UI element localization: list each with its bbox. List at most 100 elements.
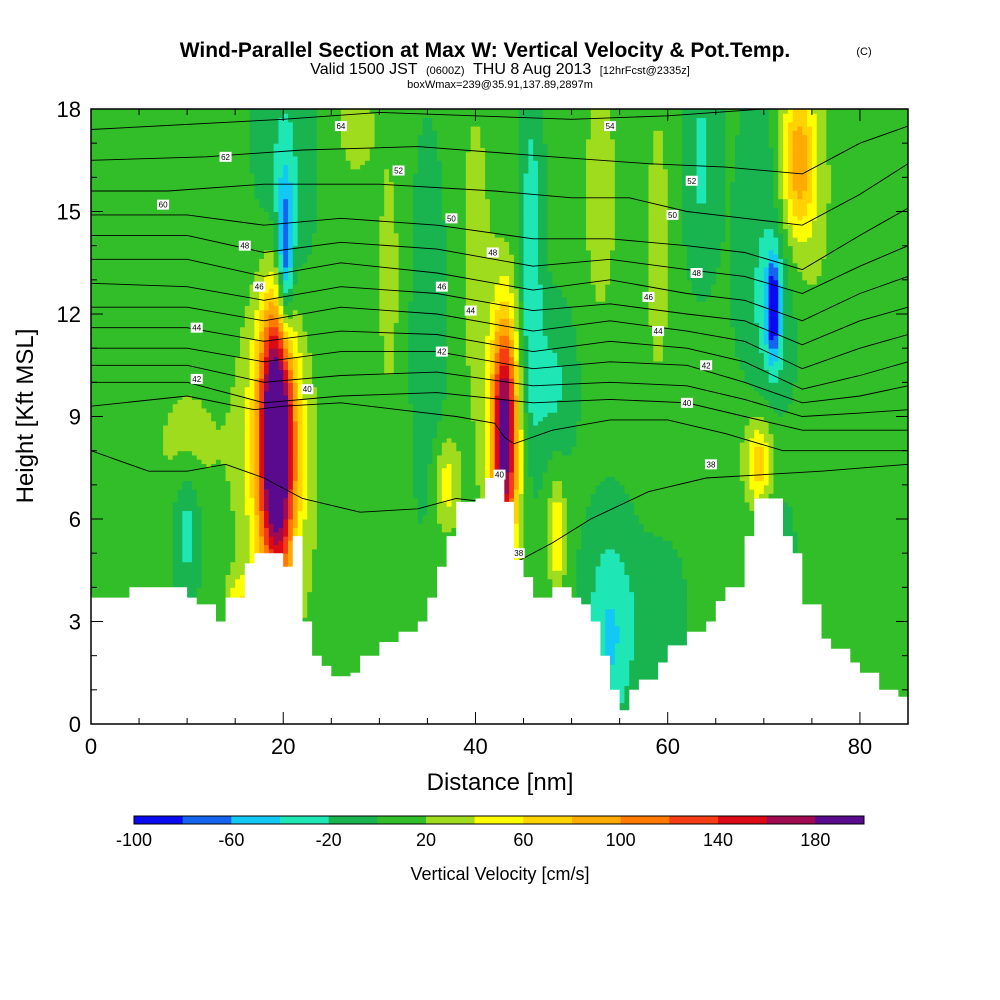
w-cell	[898, 681, 904, 687]
w-cell	[658, 655, 664, 661]
w-cell	[629, 625, 635, 631]
w-cell	[360, 617, 366, 622]
w-cell	[648, 642, 654, 648]
w-cell	[312, 642, 318, 648]
w-cell	[831, 612, 837, 618]
w-cell	[619, 625, 625, 631]
w-cell	[855, 651, 861, 657]
w-cell	[629, 638, 635, 644]
w-cell	[364, 600, 371, 605]
w-cell	[619, 706, 625, 712]
w-cell	[610, 668, 616, 674]
w-cell	[874, 634, 880, 640]
w-cell	[821, 621, 827, 627]
w-cell	[220, 617, 227, 622]
w-cell	[883, 659, 890, 665]
w-cell	[831, 625, 837, 631]
w-cell	[672, 625, 678, 631]
w-cell	[619, 651, 625, 657]
w-cell	[634, 659, 640, 665]
w-cell	[610, 621, 616, 627]
w-cell	[610, 677, 616, 682]
w-cell	[384, 634, 390, 640]
w-cell	[340, 630, 347, 635]
w-cell	[888, 655, 895, 661]
w-cell	[336, 608, 342, 614]
w-cell	[321, 617, 327, 622]
w-cell	[682, 621, 688, 627]
w-cell	[835, 621, 842, 627]
w-cell	[388, 625, 395, 631]
w-cell	[643, 625, 649, 631]
w-cell	[364, 634, 371, 640]
w-cell	[388, 600, 395, 605]
w-cell	[600, 625, 606, 631]
w-cell	[307, 608, 313, 614]
w-cell	[350, 604, 356, 610]
w-cell	[672, 630, 678, 635]
w-cell	[845, 612, 851, 618]
w-cell	[835, 600, 842, 605]
w-cell	[831, 617, 837, 622]
w-cell	[336, 668, 342, 674]
w-cell	[879, 681, 885, 687]
w-cell	[374, 630, 380, 635]
w-cell	[903, 617, 908, 622]
w-cell	[211, 600, 217, 605]
w-cell	[619, 694, 625, 699]
w-cell	[302, 612, 308, 618]
w-cell	[648, 677, 654, 682]
w-cell	[629, 642, 635, 648]
w-cell	[634, 655, 640, 661]
w-cell	[653, 659, 659, 665]
w-cell	[850, 638, 856, 644]
w-cell	[331, 664, 337, 669]
w-cell	[417, 617, 424, 622]
w-cell	[398, 612, 404, 618]
w-cell	[888, 647, 895, 652]
w-cell	[403, 625, 409, 631]
w-cell	[326, 625, 332, 631]
w-cell	[331, 659, 337, 665]
valid-date: THU 8 Aug 2013	[473, 61, 591, 78]
w-cell	[686, 621, 693, 627]
w-cell	[903, 647, 908, 652]
valid-time-utc: (0600Z)	[426, 65, 465, 77]
w-cell	[643, 647, 649, 652]
w-cell	[345, 634, 352, 640]
w-cell	[600, 612, 606, 618]
w-cell	[629, 621, 635, 627]
w-cell	[614, 655, 621, 661]
w-cell	[336, 651, 342, 657]
w-cell	[331, 647, 337, 652]
w-cell	[321, 621, 327, 627]
w-cell	[903, 638, 908, 644]
w-cell	[619, 668, 625, 674]
w-cell	[634, 664, 640, 669]
w-cell	[629, 681, 635, 687]
w-cell	[422, 600, 428, 605]
w-cell	[686, 612, 693, 618]
w-cell	[619, 659, 625, 665]
w-cell	[360, 625, 366, 631]
w-cell	[614, 600, 621, 605]
w-cell	[634, 617, 640, 622]
w-cell	[888, 634, 895, 640]
w-cell	[898, 638, 904, 644]
w-cell	[893, 647, 899, 652]
w-cell	[331, 668, 337, 674]
w-cell	[340, 672, 347, 678]
w-cell	[696, 612, 702, 618]
w-cell	[610, 642, 616, 648]
w-cell	[619, 681, 625, 687]
w-cell	[859, 668, 866, 674]
w-cell	[624, 621, 630, 627]
w-cell	[379, 617, 385, 622]
w-cell	[206, 595, 212, 601]
w-cell	[826, 630, 832, 635]
w-cell	[710, 604, 717, 610]
w-cell	[355, 612, 361, 618]
w-cell	[667, 625, 674, 631]
w-cell	[345, 595, 352, 601]
w-cell	[850, 621, 856, 627]
